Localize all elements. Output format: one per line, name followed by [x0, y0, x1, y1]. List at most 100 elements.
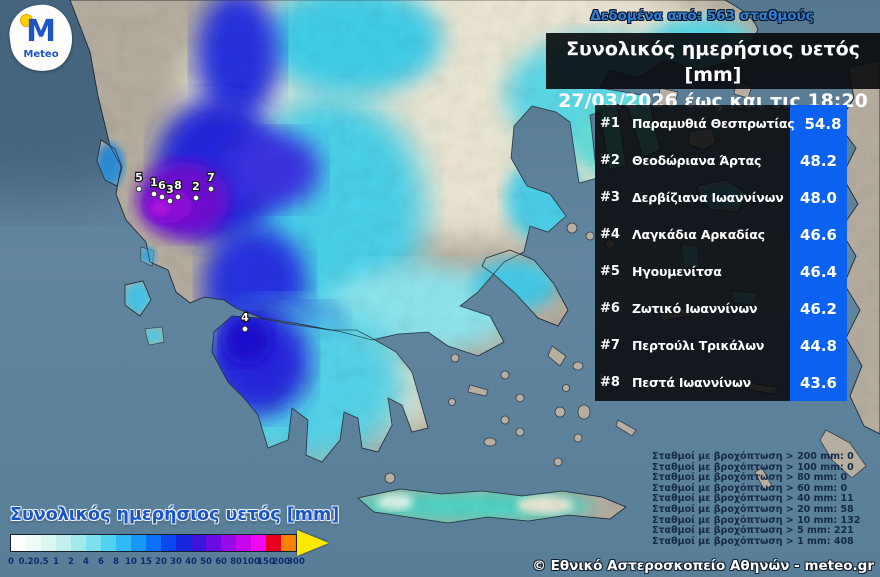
- legend-tick: 150: [257, 557, 275, 567]
- legend-segment: [251, 535, 266, 551]
- legend-tick: 60: [215, 557, 227, 567]
- legend-segment: [161, 535, 176, 551]
- station-value: 46.6: [799, 225, 837, 244]
- ranking-rows: #1 Παραμυθιά Θεσπρωτίας 54.8 #2 Θεοδώριανα Ά…: [595, 105, 847, 401]
- station-value: 46.2: [799, 299, 837, 318]
- ranking-row[interactable]: #3 Δερβίζιανα Ιωαννίνων 48.0: [595, 179, 847, 216]
- legend-tick: 30: [170, 557, 182, 567]
- legend-segment: [146, 535, 161, 551]
- station-value: 44.8: [799, 336, 837, 355]
- legend-segment: [176, 535, 191, 551]
- station-markers: 5 1 6 3 8 27 4: [134, 170, 250, 333]
- station-value: 46.4: [799, 262, 837, 281]
- stat-line: Σταθμοί με βροχόπτωση > 80 mm: 0: [652, 472, 848, 484]
- legend-tick-labels: 0 0.2 0.5 1 2 4 6 8 10 15 20 30 40 50 60 80 100 150 200 300: [8, 557, 355, 569]
- rank-label: #6: [600, 301, 620, 316]
- legend-segment: [281, 535, 296, 551]
- rank-label: #2: [600, 153, 620, 168]
- legend-bar-wrap: [10, 530, 355, 556]
- stat-line: Σταθμοί με βροχόπτωση > 10 mm: 132: [652, 514, 861, 526]
- station-marker-label: 4: [241, 311, 249, 324]
- rain-station-stats: Σταθμοί με βροχόπτωση > 200 mm: 0 Σταθμοί…: [652, 451, 877, 547]
- station-marker-dot: [135, 185, 143, 193]
- station-marker-dot: [241, 325, 249, 333]
- station-name: Ηγουμενίτσα: [632, 264, 722, 279]
- legend-segment: [71, 535, 86, 551]
- station-value: 43.6: [799, 373, 837, 392]
- rank-label: #5: [600, 264, 620, 279]
- station-marker-dot: [207, 185, 215, 193]
- legend-segment: [266, 535, 281, 551]
- ranking-panel: #1 Παραμυθιά Θεσπρωτίας 54.8 #2 Θεοδώριανα Ά…: [595, 105, 847, 401]
- ranking-row[interactable]: #1 Παραμυθιά Θεσπρωτίας 54.8: [595, 105, 847, 142]
- legend-segment: [56, 535, 71, 551]
- ranking-row[interactable]: #8 Πεστά Ιωαννίνων 43.6: [595, 364, 847, 401]
- rank-label: #3: [600, 190, 620, 205]
- logo-brand-text: Meteo: [23, 49, 59, 60]
- station-marker-dot: [192, 194, 200, 202]
- rank-label: #4: [600, 227, 620, 242]
- station-name: Λαγκάδια Αρκαδίας: [632, 227, 765, 242]
- legend-title: Συνολικός ημερήσιος υετός [mm]: [10, 505, 340, 525]
- copyright: © Εθνικό Αστεροσκοπείο Αθηνών - meteo.gr: [532, 558, 874, 574]
- legend-tick: 1: [53, 557, 59, 567]
- legend-tick: 0: [8, 557, 14, 567]
- logo-letter: M: [26, 14, 56, 49]
- legend-tick: 200: [272, 557, 290, 567]
- legend-segment: [206, 535, 221, 551]
- station-marker-dot: [174, 193, 182, 201]
- legend-tick: 80: [230, 557, 242, 567]
- legend-color-bar: [10, 534, 297, 552]
- legend-tick: 8: [113, 557, 119, 567]
- ranking-row[interactable]: #2 Θεοδώριανα Άρτας 48.2: [595, 142, 847, 179]
- station-value: 54.8: [804, 114, 842, 133]
- stat-line: Σταθμοί με βροχόπτωση > 100 mm: 0: [652, 461, 854, 473]
- ranking-row[interactable]: #4 Λαγκάδια Αρκαδίας 46.6: [595, 216, 847, 253]
- station-marker-dot: [150, 190, 158, 198]
- station-name: Πεστά Ιωαννίνων: [632, 375, 751, 390]
- legend-tick: 40: [185, 557, 197, 567]
- station-value: 48.0: [799, 188, 837, 207]
- ranking-row[interactable]: #5 Ηγουμενίτσα 46.4: [595, 253, 847, 290]
- stat-line: Σταθμοί με βροχόπτωση > 60 mm: 0: [652, 482, 848, 494]
- station-name: Δερβίζιανα Ιωαννίνων: [632, 190, 784, 205]
- legend-tick: 50: [200, 557, 212, 567]
- legend-tick: 6: [98, 557, 104, 567]
- station-name: Θεοδώριανα Άρτας: [632, 153, 762, 168]
- precipitation-legend: Συνολικός ημερήσιος υετός [mm] 0 0.2 0.5 1 2…: [8, 505, 355, 569]
- stat-line: Σταθμοί με βροχόπτωση > 40 mm: 11: [652, 493, 854, 505]
- station-marker-dot: [166, 197, 174, 205]
- station-marker-label: 1: [150, 176, 158, 189]
- legend-segment: [101, 535, 116, 551]
- legend-segment: [11, 535, 26, 551]
- rank-label: #7: [600, 338, 620, 353]
- station-name: Παραμυθιά Θεσπρωτίας: [632, 116, 795, 131]
- legend-tick: 0.5: [33, 557, 49, 567]
- legend-segment: [41, 535, 56, 551]
- title-panel: Συνολικός ημερήσιος υετός [mm] 27/03/202…: [546, 33, 880, 112]
- ranking-value-column: [790, 105, 847, 401]
- station-marker-label: 6: [158, 179, 166, 192]
- legend-tick: 15: [140, 557, 152, 567]
- legend-tick: 0.2: [18, 557, 34, 567]
- logo-sun-icon: [20, 14, 33, 27]
- data-source-label: Δεδομένα από: 563 σταθμούς: [590, 8, 814, 24]
- legend-segment: [86, 535, 101, 551]
- legend-segment: [26, 535, 41, 551]
- legend-tick: 300: [287, 557, 305, 567]
- station-marker-label: 7: [207, 171, 215, 184]
- station-value: 48.2: [799, 151, 837, 170]
- legend-arrow: [297, 530, 329, 556]
- station-marker-label: 5: [135, 171, 143, 184]
- ranking-row[interactable]: #7 Περτούλι Τρικάλων 44.8: [595, 327, 847, 364]
- ranking-row[interactable]: #6 Ζωτικό Ιωαννίνων 46.2: [595, 290, 847, 327]
- legend-tick: 20: [155, 557, 167, 567]
- meteo-logo[interactable]: M Meteo: [5, 1, 77, 75]
- station-marker-label: 3: [166, 183, 174, 196]
- rank-label: #1: [600, 116, 620, 131]
- legend-segment: [236, 535, 251, 551]
- station-marker-label: 8: [174, 179, 182, 192]
- legend-tick: 10: [125, 557, 137, 567]
- stat-line: Σταθμοί με βροχόπτωση > 200 mm: 0: [652, 451, 854, 462]
